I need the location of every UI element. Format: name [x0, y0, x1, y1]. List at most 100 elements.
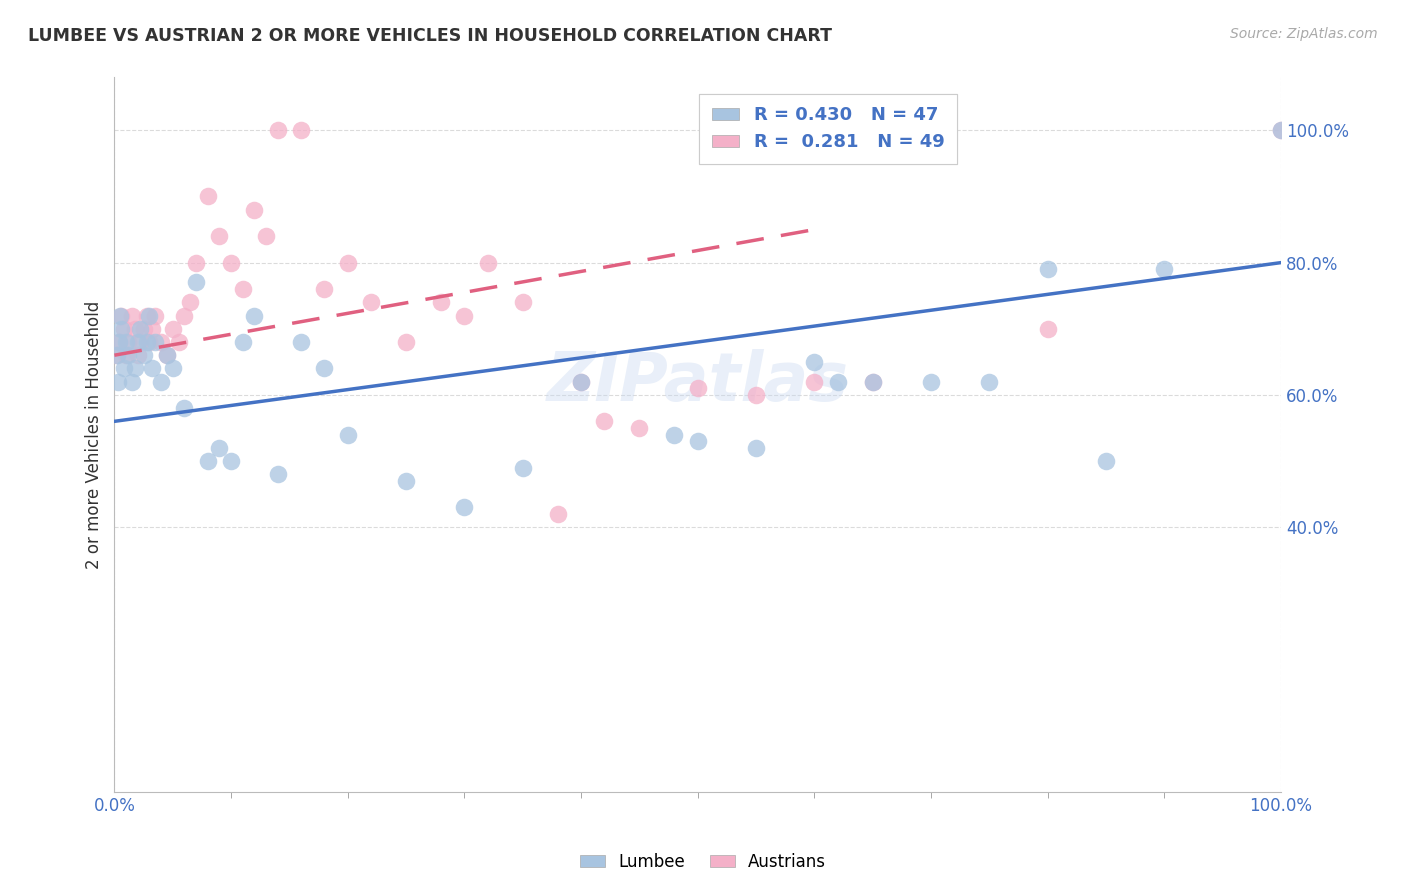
- Point: [110, 322, 132, 336]
- Point: [197, 189, 219, 203]
- Point: [162, 322, 184, 336]
- Point: [395, 334, 418, 349]
- Point: [1095, 454, 1118, 468]
- Point: [664, 427, 686, 442]
- Point: [1270, 123, 1292, 137]
- Point: [686, 381, 709, 395]
- Text: LUMBEE VS AUSTRIAN 2 OR MORE VEHICLES IN HOUSEHOLD CORRELATION CHART: LUMBEE VS AUSTRIAN 2 OR MORE VEHICLES IN…: [28, 27, 832, 45]
- Point: [745, 441, 768, 455]
- Point: [108, 334, 131, 349]
- Y-axis label: 2 or more Vehicles in Household: 2 or more Vehicles in Household: [86, 301, 103, 569]
- Point: [477, 255, 499, 269]
- Point: [827, 375, 849, 389]
- Point: [110, 309, 132, 323]
- Point: [336, 255, 359, 269]
- Point: [1036, 322, 1059, 336]
- Point: [267, 467, 290, 482]
- Point: [179, 295, 201, 310]
- Point: [803, 355, 825, 369]
- Point: [108, 334, 131, 349]
- Point: [336, 427, 359, 442]
- Point: [115, 348, 138, 362]
- Point: [1036, 262, 1059, 277]
- Point: [110, 309, 132, 323]
- Point: [569, 375, 592, 389]
- Point: [105, 348, 128, 362]
- Point: [136, 309, 159, 323]
- Point: [156, 348, 179, 362]
- Point: [121, 375, 143, 389]
- Point: [117, 348, 139, 362]
- Point: [184, 276, 207, 290]
- Point: [132, 322, 155, 336]
- Point: [115, 334, 138, 349]
- Point: [121, 309, 143, 323]
- Point: [107, 375, 129, 389]
- Point: [862, 375, 884, 389]
- Point: [628, 421, 651, 435]
- Point: [920, 375, 942, 389]
- Point: [593, 414, 616, 428]
- Point: [512, 295, 534, 310]
- Point: [117, 334, 139, 349]
- Point: [979, 375, 1001, 389]
- Point: [232, 334, 254, 349]
- Point: [129, 322, 152, 336]
- Point: [453, 309, 475, 323]
- Point: [127, 348, 149, 362]
- Point: [430, 295, 453, 310]
- Point: [208, 441, 231, 455]
- Point: [197, 454, 219, 468]
- Point: [290, 123, 312, 137]
- Point: [184, 255, 207, 269]
- Point: [138, 309, 160, 323]
- Point: [141, 361, 163, 376]
- Point: [138, 334, 160, 349]
- Point: [395, 474, 418, 488]
- Point: [112, 361, 135, 376]
- Point: [124, 322, 146, 336]
- Point: [453, 500, 475, 515]
- Point: [143, 309, 166, 323]
- Point: [127, 334, 149, 349]
- Point: [745, 388, 768, 402]
- Point: [112, 322, 135, 336]
- Point: [686, 434, 709, 449]
- Point: [862, 375, 884, 389]
- Point: [219, 255, 242, 269]
- Point: [232, 282, 254, 296]
- Point: [1153, 262, 1175, 277]
- Point: [803, 375, 825, 389]
- Point: [167, 334, 190, 349]
- Point: [219, 454, 242, 468]
- Point: [129, 334, 152, 349]
- Point: [290, 334, 312, 349]
- Point: [243, 202, 266, 217]
- Point: [132, 348, 155, 362]
- Point: [141, 322, 163, 336]
- Text: ZIPatlas: ZIPatlas: [547, 349, 849, 415]
- Point: [360, 295, 382, 310]
- Point: [1270, 123, 1292, 137]
- Legend: Lumbee, Austrians: Lumbee, Austrians: [571, 845, 835, 880]
- Point: [243, 309, 266, 323]
- Point: [136, 334, 159, 349]
- Point: [254, 229, 277, 244]
- Point: [156, 348, 179, 362]
- Point: [162, 361, 184, 376]
- Point: [512, 460, 534, 475]
- Point: [920, 123, 942, 137]
- Point: [267, 123, 290, 137]
- Point: [314, 361, 336, 376]
- Legend: R = 0.430   N = 47, R =  0.281   N = 49: R = 0.430 N = 47, R = 0.281 N = 49: [699, 94, 957, 164]
- Point: [547, 507, 569, 521]
- Point: [124, 361, 146, 376]
- Point: [150, 375, 173, 389]
- Point: [143, 334, 166, 349]
- Text: Source: ZipAtlas.com: Source: ZipAtlas.com: [1230, 27, 1378, 41]
- Point: [105, 348, 128, 362]
- Point: [150, 334, 173, 349]
- Point: [569, 375, 592, 389]
- Point: [314, 282, 336, 296]
- Point: [173, 401, 195, 416]
